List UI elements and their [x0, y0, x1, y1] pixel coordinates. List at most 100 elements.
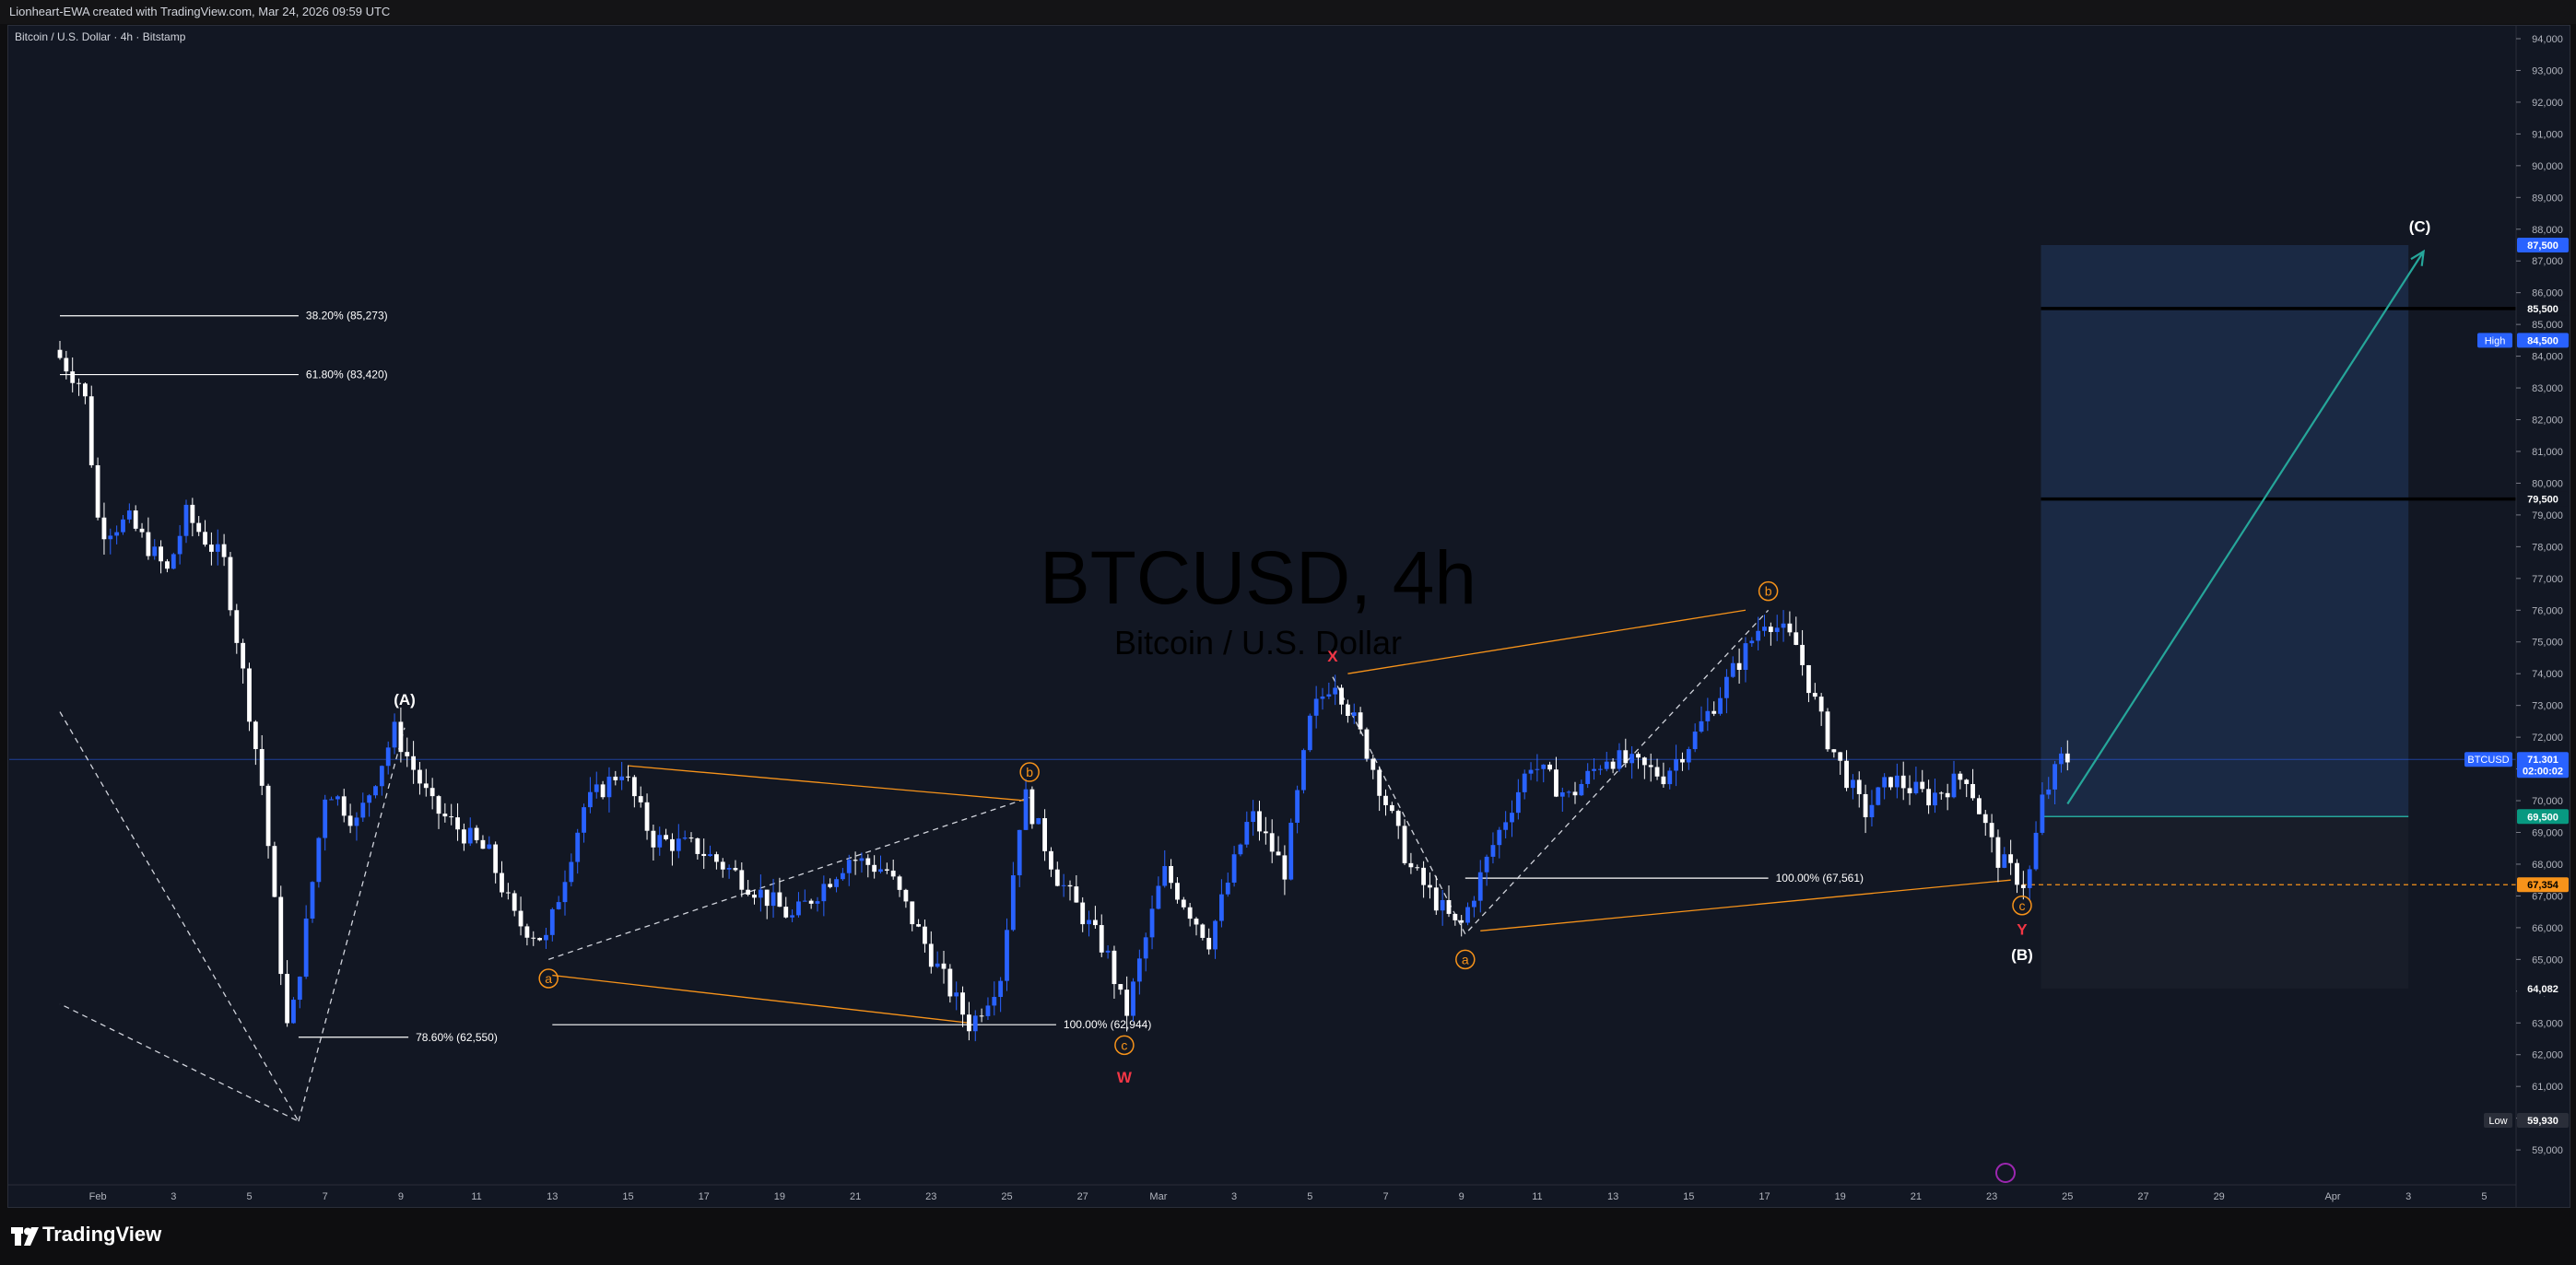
- candle-body[interactable]: [177, 535, 182, 555]
- price-tag[interactable]: [2517, 877, 2569, 893]
- candle-body[interactable]: [1251, 811, 1256, 823]
- candle-body[interactable]: [1156, 885, 1161, 909]
- candle-body[interactable]: [108, 535, 113, 540]
- candle-body[interactable]: [114, 532, 120, 536]
- candle-body[interactable]: [1641, 757, 1647, 766]
- candle-body[interactable]: [1592, 768, 1596, 771]
- candle-body[interactable]: [209, 545, 214, 552]
- candle-body[interactable]: [947, 968, 953, 997]
- candle-body[interactable]: [1346, 704, 1350, 716]
- candle-body[interactable]: [1036, 818, 1041, 825]
- candle-body[interactable]: [821, 884, 827, 902]
- candle-body[interactable]: [474, 827, 479, 840]
- candle-body[interactable]: [1194, 919, 1199, 925]
- candle-body[interactable]: [1067, 884, 1073, 887]
- candle-body[interactable]: [1440, 899, 1445, 911]
- wave-zigzag-line[interactable]: [298, 727, 406, 1122]
- candle-body[interactable]: [1005, 930, 1009, 981]
- candle-body[interactable]: [1099, 925, 1104, 953]
- candle-body[interactable]: [1383, 795, 1388, 805]
- wave-label[interactable]: b: [1026, 765, 1033, 779]
- candle-body[interactable]: [1806, 664, 1811, 694]
- candle-body[interactable]: [285, 974, 289, 1024]
- candle-body[interactable]: [1244, 822, 1250, 845]
- candle-body[interactable]: [487, 844, 492, 849]
- candle-body[interactable]: [935, 963, 940, 967]
- price-tag[interactable]: [2517, 1113, 2569, 1129]
- candle-body[interactable]: [1762, 627, 1767, 631]
- candle-body[interactable]: [1888, 777, 1893, 788]
- projection-arrow-line[interactable]: [2066, 251, 2425, 805]
- candle-body[interactable]: [436, 796, 441, 814]
- candle-body[interactable]: [1049, 850, 1053, 870]
- candle-body[interactable]: [70, 371, 76, 383]
- candle-body[interactable]: [1749, 640, 1755, 644]
- candle-body[interactable]: [746, 889, 751, 895]
- candle-body[interactable]: [606, 776, 612, 798]
- candle-body[interactable]: [1680, 758, 1685, 763]
- candle-body[interactable]: [1920, 781, 1925, 790]
- candle-body[interactable]: [588, 791, 593, 808]
- candle-body[interactable]: [165, 561, 170, 569]
- candle-body[interactable]: [139, 528, 145, 533]
- candle-body[interactable]: [2008, 854, 2014, 863]
- candle-body[interactable]: [808, 900, 814, 904]
- candle-body[interactable]: [1029, 789, 1035, 825]
- candle-body[interactable]: [2040, 794, 2045, 833]
- candle-body[interactable]: [1900, 775, 1906, 789]
- candle-body[interactable]: [556, 902, 561, 909]
- candle-body[interactable]: [1017, 829, 1022, 876]
- candle-body[interactable]: [1187, 907, 1193, 919]
- wave-label[interactable]: W: [1117, 1069, 1133, 1086]
- candle-body[interactable]: [1995, 837, 2001, 868]
- candle-body[interactable]: [1351, 712, 1357, 716]
- candle-body[interactable]: [341, 796, 347, 816]
- replay-marker-icon[interactable]: [1995, 1163, 2016, 1183]
- candle-body[interactable]: [1042, 818, 1047, 851]
- candle-body[interactable]: [203, 532, 207, 545]
- candle-body[interactable]: [631, 777, 637, 797]
- price-tag[interactable]: [2517, 333, 2569, 348]
- candle-body[interactable]: [1768, 627, 1773, 632]
- candle-body[interactable]: [708, 854, 712, 857]
- candle-body[interactable]: [2046, 789, 2052, 795]
- candle-body[interactable]: [146, 532, 151, 556]
- candle-body[interactable]: [228, 556, 233, 611]
- wave-zigzag-line[interactable]: [59, 711, 300, 1123]
- wave-label[interactable]: (C): [2409, 217, 2431, 235]
- candle-body[interactable]: [1510, 813, 1514, 823]
- candle-body[interactable]: [411, 755, 416, 770]
- candle-body[interactable]: [1982, 814, 1988, 824]
- candle-body[interactable]: [777, 892, 782, 908]
- candle-body[interactable]: [972, 1015, 978, 1032]
- candle-body[interactable]: [1313, 698, 1319, 716]
- candle-body[interactable]: [1465, 907, 1470, 923]
- candle-body[interactable]: [1844, 760, 1849, 789]
- candle-body[interactable]: [834, 879, 839, 887]
- candle-body[interactable]: [726, 868, 732, 870]
- candle-body[interactable]: [928, 943, 934, 967]
- candle-body[interactable]: [796, 901, 801, 916]
- candle-body[interactable]: [442, 814, 448, 817]
- candle-body[interactable]: [1585, 770, 1591, 784]
- candle-body[interactable]: [575, 832, 581, 862]
- candle-body[interactable]: [335, 796, 340, 800]
- candle-body[interactable]: [1370, 758, 1376, 770]
- candle-body[interactable]: [992, 997, 997, 1006]
- candle-body[interactable]: [1446, 899, 1452, 914]
- tradingview-logo-icon[interactable]: [11, 1227, 41, 1246]
- candle-body[interactable]: [1490, 845, 1496, 857]
- candle-body[interactable]: [569, 861, 574, 883]
- candle-body[interactable]: [1231, 854, 1237, 883]
- candle-body[interactable]: [1213, 920, 1217, 950]
- candle-body[interactable]: [83, 383, 88, 397]
- candle-body[interactable]: [265, 785, 271, 847]
- candle-body[interactable]: [183, 504, 189, 536]
- candle-body[interactable]: [524, 926, 530, 938]
- candle-body[interactable]: [64, 357, 69, 372]
- candle-body[interactable]: [196, 522, 202, 533]
- candle-body[interactable]: [701, 853, 707, 857]
- candle-body[interactable]: [316, 837, 322, 883]
- candle-body[interactable]: [1623, 750, 1629, 764]
